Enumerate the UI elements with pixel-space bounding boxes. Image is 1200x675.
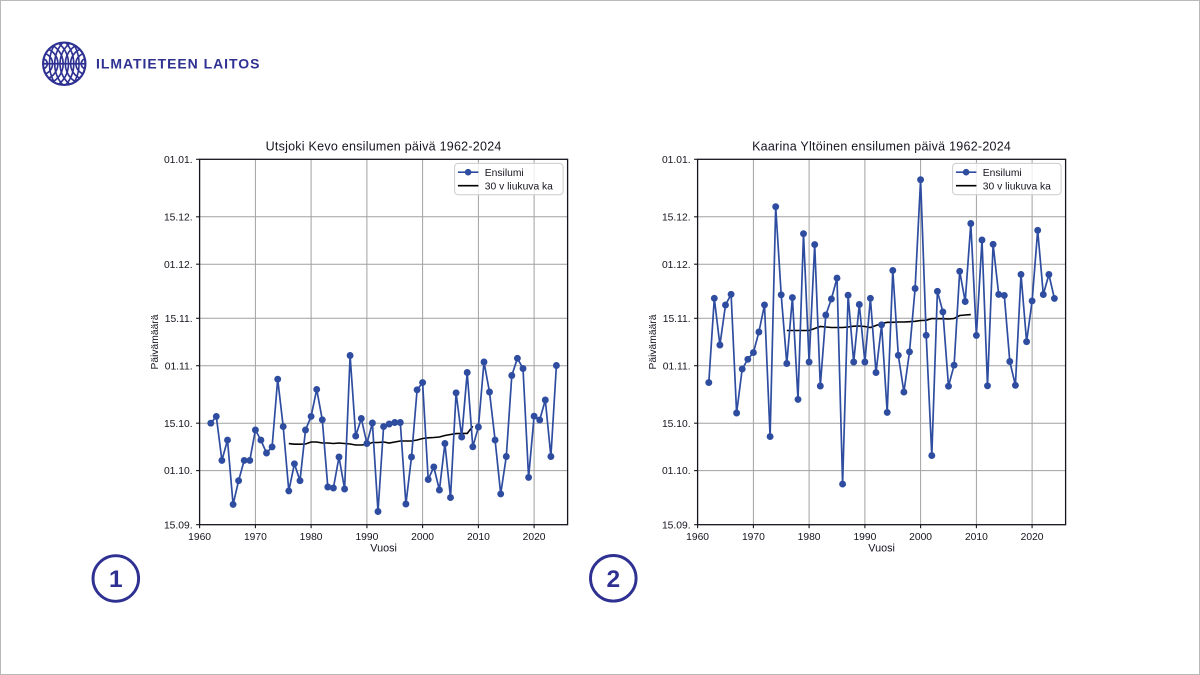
svg-text:2: 2 bbox=[606, 566, 620, 593]
svg-text:Ensilumi: Ensilumi bbox=[983, 168, 1022, 179]
svg-text:30 v liukuva ka: 30 v liukuva ka bbox=[485, 181, 553, 192]
svg-text:2000: 2000 bbox=[411, 532, 434, 543]
svg-text:1990: 1990 bbox=[355, 532, 378, 543]
svg-text:30 v liukuva ka: 30 v liukuva ka bbox=[983, 181, 1051, 192]
svg-text:1990: 1990 bbox=[853, 532, 876, 543]
svg-text:01.12.: 01.12. bbox=[164, 260, 193, 271]
svg-text:01.01.: 01.01. bbox=[164, 155, 193, 166]
svg-text:15.10.: 15.10. bbox=[662, 419, 691, 430]
svg-text:Päivämäärä: Päivämäärä bbox=[150, 314, 161, 369]
svg-text:1: 1 bbox=[109, 566, 123, 593]
svg-text:Päivämäärä: Päivämäärä bbox=[648, 314, 659, 369]
svg-text:15.12.: 15.12. bbox=[662, 212, 691, 223]
svg-text:2000: 2000 bbox=[909, 532, 932, 543]
svg-text:15.09.: 15.09. bbox=[662, 520, 691, 531]
svg-text:01.12.: 01.12. bbox=[662, 260, 691, 271]
svg-text:01.01.: 01.01. bbox=[662, 155, 691, 166]
svg-text:15.11.: 15.11. bbox=[165, 314, 193, 325]
svg-text:Ensilumi: Ensilumi bbox=[485, 168, 524, 179]
svg-text:Utsjoki Kevo ensilumen päivä 1: Utsjoki Kevo ensilumen päivä 1962-2024 bbox=[266, 139, 502, 153]
svg-text:ILMATIETEEN LAITOS: ILMATIETEEN LAITOS bbox=[96, 56, 260, 72]
svg-text:15.11.: 15.11. bbox=[663, 314, 691, 325]
svg-text:Vuosi: Vuosi bbox=[370, 543, 397, 555]
svg-text:1960: 1960 bbox=[686, 532, 709, 543]
svg-text:2010: 2010 bbox=[467, 532, 490, 543]
svg-text:15.09.: 15.09. bbox=[164, 520, 193, 531]
svg-text:1980: 1980 bbox=[798, 532, 821, 543]
svg-text:01.11.: 01.11. bbox=[663, 361, 691, 372]
svg-text:Vuosi: Vuosi bbox=[868, 543, 895, 555]
svg-text:01.10.: 01.10. bbox=[662, 466, 691, 477]
svg-text:Kaarina Yltöinen ensilumen päi: Kaarina Yltöinen ensilumen päivä 1962-20… bbox=[752, 139, 1011, 153]
svg-text:01.10.: 01.10. bbox=[164, 466, 193, 477]
svg-text:1970: 1970 bbox=[244, 532, 267, 543]
svg-text:1980: 1980 bbox=[300, 532, 323, 543]
svg-text:15.12.: 15.12. bbox=[164, 212, 193, 223]
svg-text:2010: 2010 bbox=[965, 532, 988, 543]
svg-text:1970: 1970 bbox=[742, 532, 765, 543]
svg-text:2020: 2020 bbox=[523, 532, 546, 543]
svg-text:1960: 1960 bbox=[188, 532, 211, 543]
svg-text:01.11.: 01.11. bbox=[165, 361, 193, 372]
svg-text:2020: 2020 bbox=[1021, 532, 1044, 543]
svg-text:15.10.: 15.10. bbox=[164, 419, 193, 430]
